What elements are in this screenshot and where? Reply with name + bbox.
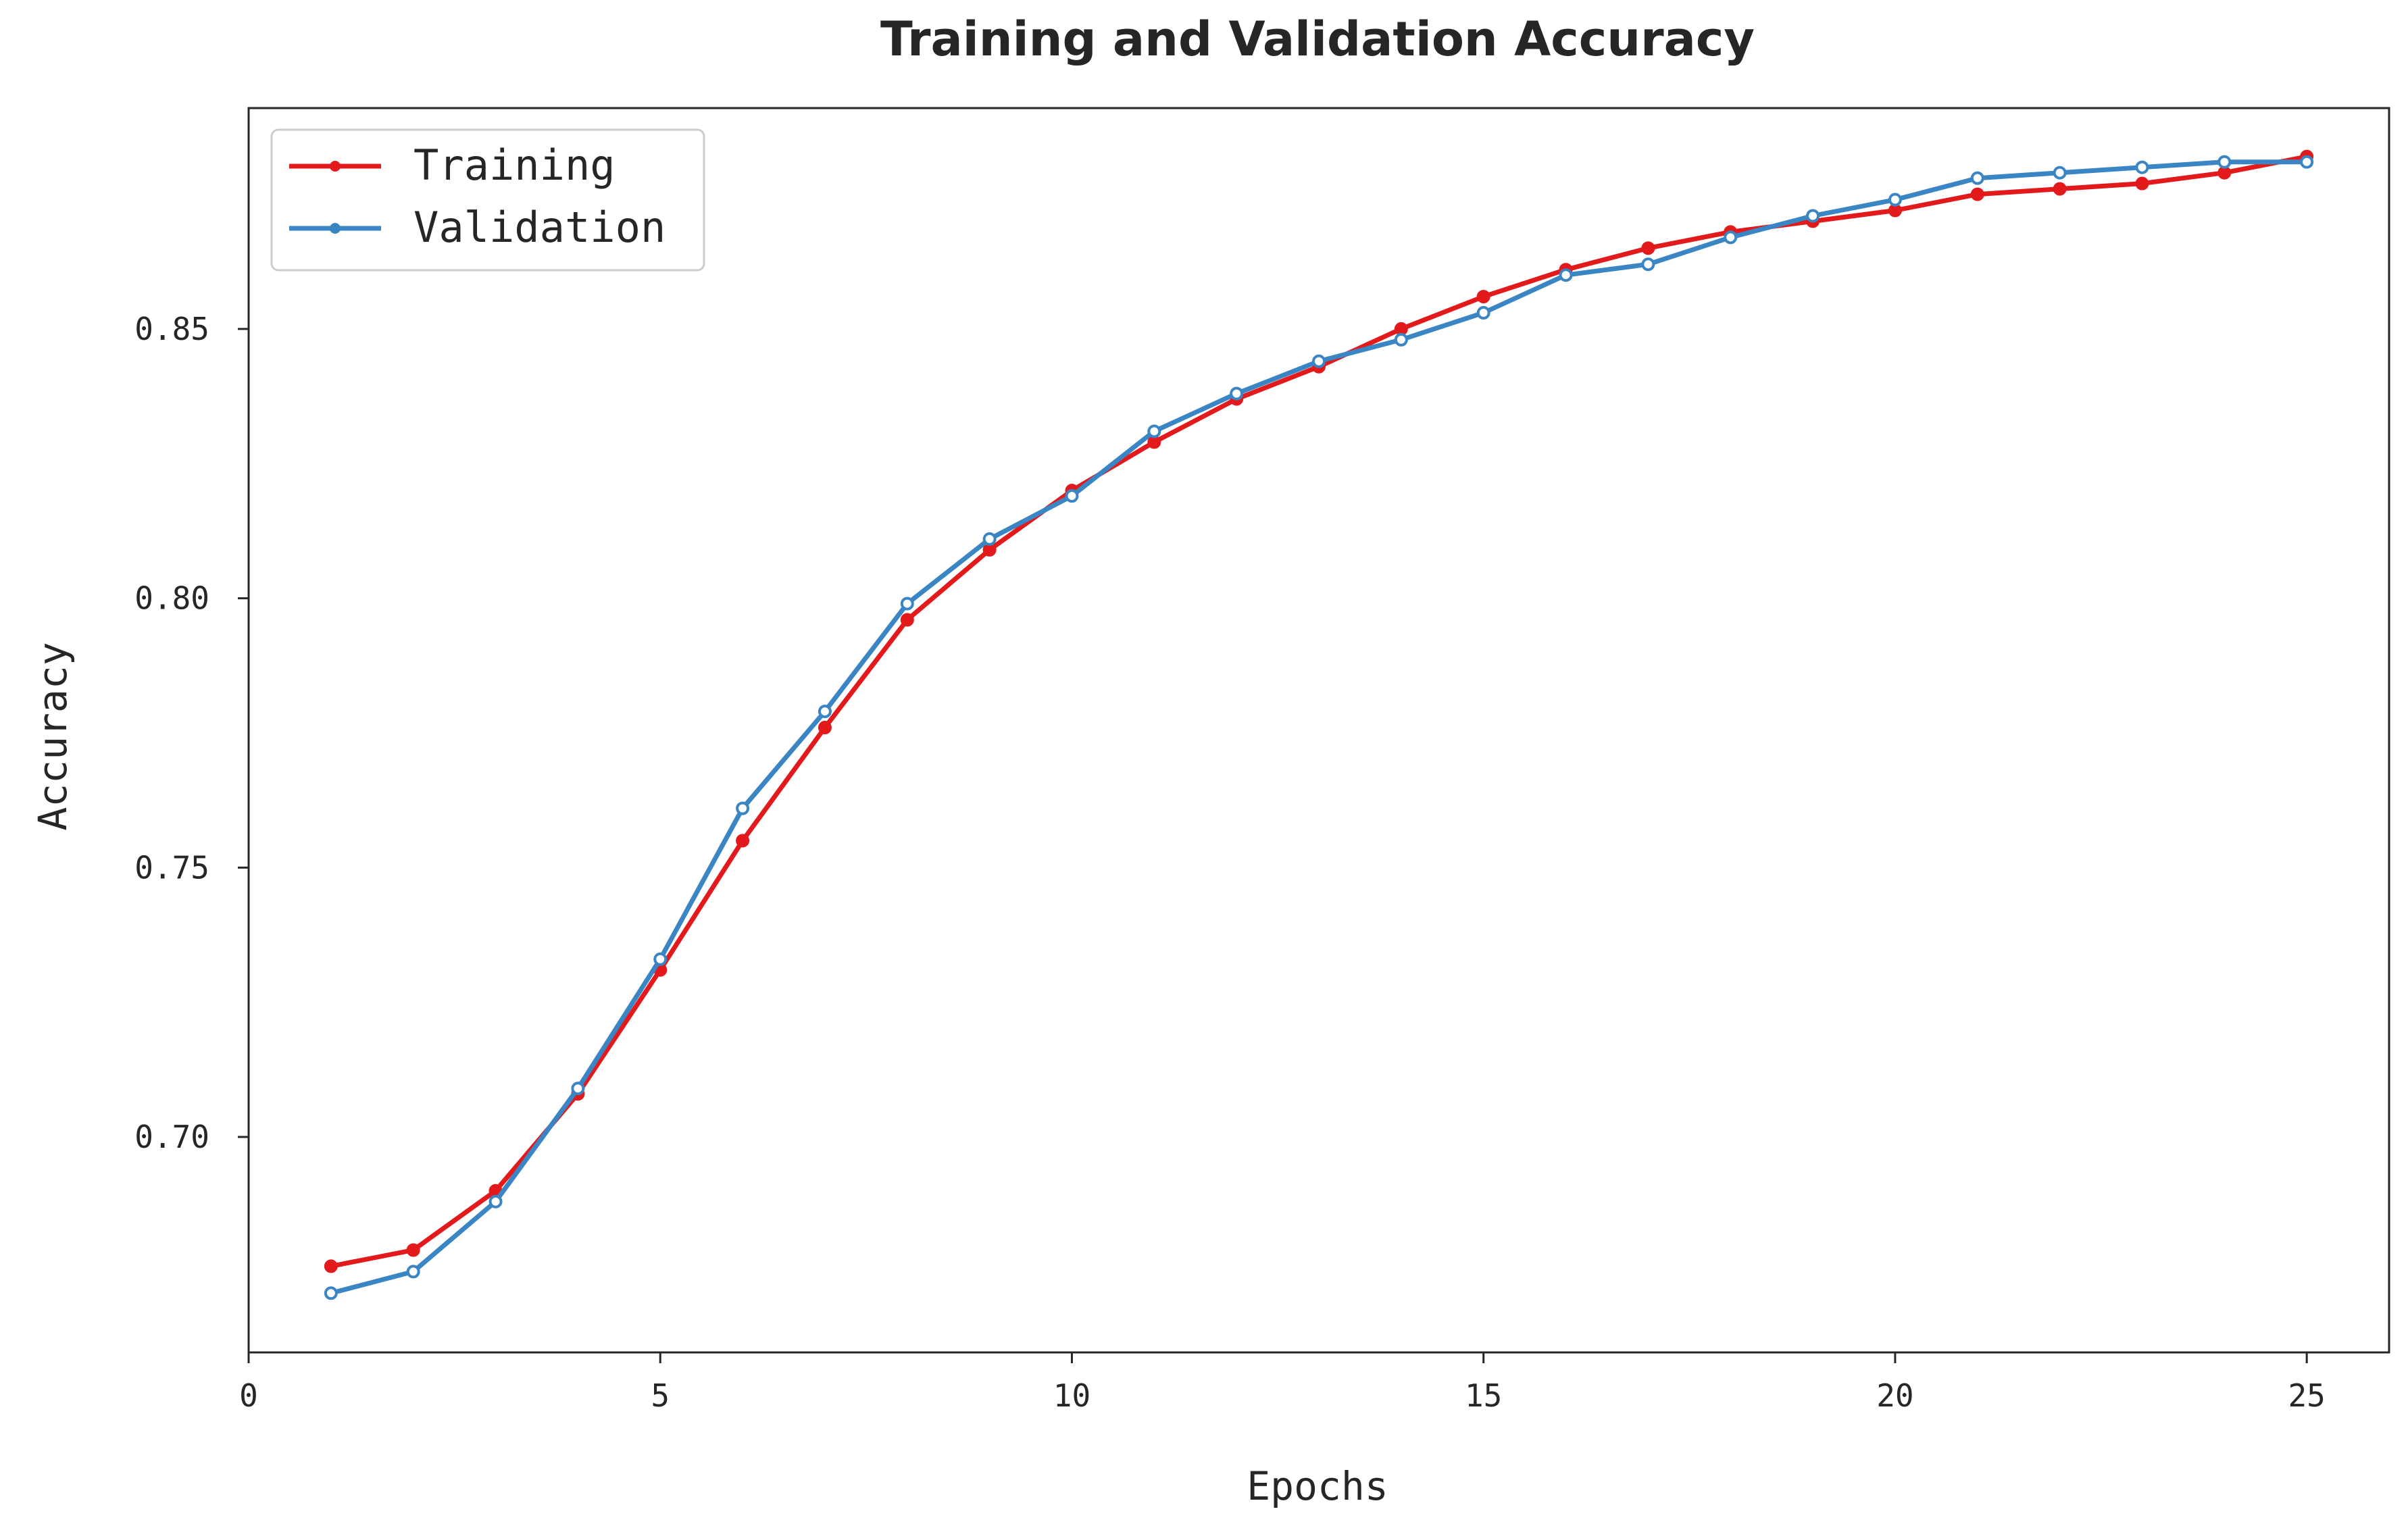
data-point-validation — [406, 1265, 420, 1279]
series-validation — [324, 155, 2314, 1300]
legend-label-validation: Validation — [413, 203, 666, 252]
data-point-training — [900, 613, 914, 627]
data-point-training — [1476, 290, 1490, 304]
data-point-training — [736, 834, 750, 848]
y-axis: 0.70 0.75 0.80 0.85 — [134, 311, 249, 1155]
data-point-validation — [653, 952, 668, 966]
data-point-validation — [1312, 354, 1326, 368]
x-tick-label: 20 — [1876, 1377, 1913, 1414]
data-point-training — [1394, 322, 1408, 336]
data-point-training — [2053, 182, 2067, 196]
data-point-training — [1970, 187, 1984, 201]
data-point-validation — [571, 1082, 585, 1096]
data-point-validation — [2217, 155, 2232, 169]
legend: Training Validation — [270, 128, 705, 272]
x-tick-label: 0 — [239, 1377, 258, 1414]
data-point-validation — [1065, 489, 1079, 503]
data-point-validation — [1394, 332, 1408, 347]
chart-title: Training and Validation Accuracy — [880, 11, 1755, 67]
x-axis: 0 5 10 15 20 25 — [239, 1352, 2326, 1414]
data-point-validation — [982, 532, 997, 546]
data-point-training — [2217, 166, 2232, 180]
data-point-training — [1888, 203, 1902, 218]
x-tick-label: 15 — [1465, 1377, 1502, 1414]
data-point-validation — [1970, 171, 1984, 185]
y-tick-label: 0.85 — [134, 311, 209, 347]
legend-label-training: Training — [413, 141, 616, 190]
data-point-training — [818, 721, 832, 735]
x-tick-label: 25 — [2288, 1377, 2325, 1414]
data-point-validation — [1888, 193, 1902, 207]
x-axis-label: Epochs — [1247, 1463, 1388, 1509]
data-point-validation — [900, 596, 914, 611]
y-tick-label: 0.80 — [134, 580, 209, 617]
data-point-training — [2135, 176, 2149, 190]
data-point-validation — [736, 801, 750, 815]
data-point-training — [982, 542, 997, 557]
data-point-validation — [488, 1194, 503, 1209]
x-tick-label: 10 — [1053, 1377, 1090, 1414]
data-point-training — [1147, 435, 1161, 449]
x-tick-label: 5 — [651, 1377, 670, 1414]
data-point-validation — [1147, 424, 1161, 438]
data-point-validation — [1559, 268, 1573, 282]
data-point-validation — [1724, 230, 1738, 245]
data-point-validation — [2300, 155, 2314, 169]
data-point-validation — [1476, 306, 1490, 320]
y-tick-label: 0.70 — [134, 1119, 209, 1155]
y-tick-label: 0.75 — [134, 849, 209, 886]
plot-area — [247, 107, 2390, 1354]
series-layer — [324, 149, 2314, 1300]
legend-marker-validation — [330, 223, 341, 234]
data-point-validation — [2053, 166, 2067, 180]
data-point-validation — [2135, 160, 2149, 174]
data-point-validation — [1806, 209, 1820, 223]
data-point-validation — [1230, 386, 1244, 401]
data-point-training — [324, 1259, 338, 1273]
data-point-training — [406, 1243, 420, 1257]
data-point-validation — [324, 1286, 338, 1300]
data-point-training — [1641, 241, 1655, 255]
y-axis-label: Accuracy — [30, 642, 76, 830]
data-point-validation — [818, 705, 832, 719]
legend-marker-training — [330, 161, 341, 172]
data-point-validation — [1641, 257, 1655, 272]
